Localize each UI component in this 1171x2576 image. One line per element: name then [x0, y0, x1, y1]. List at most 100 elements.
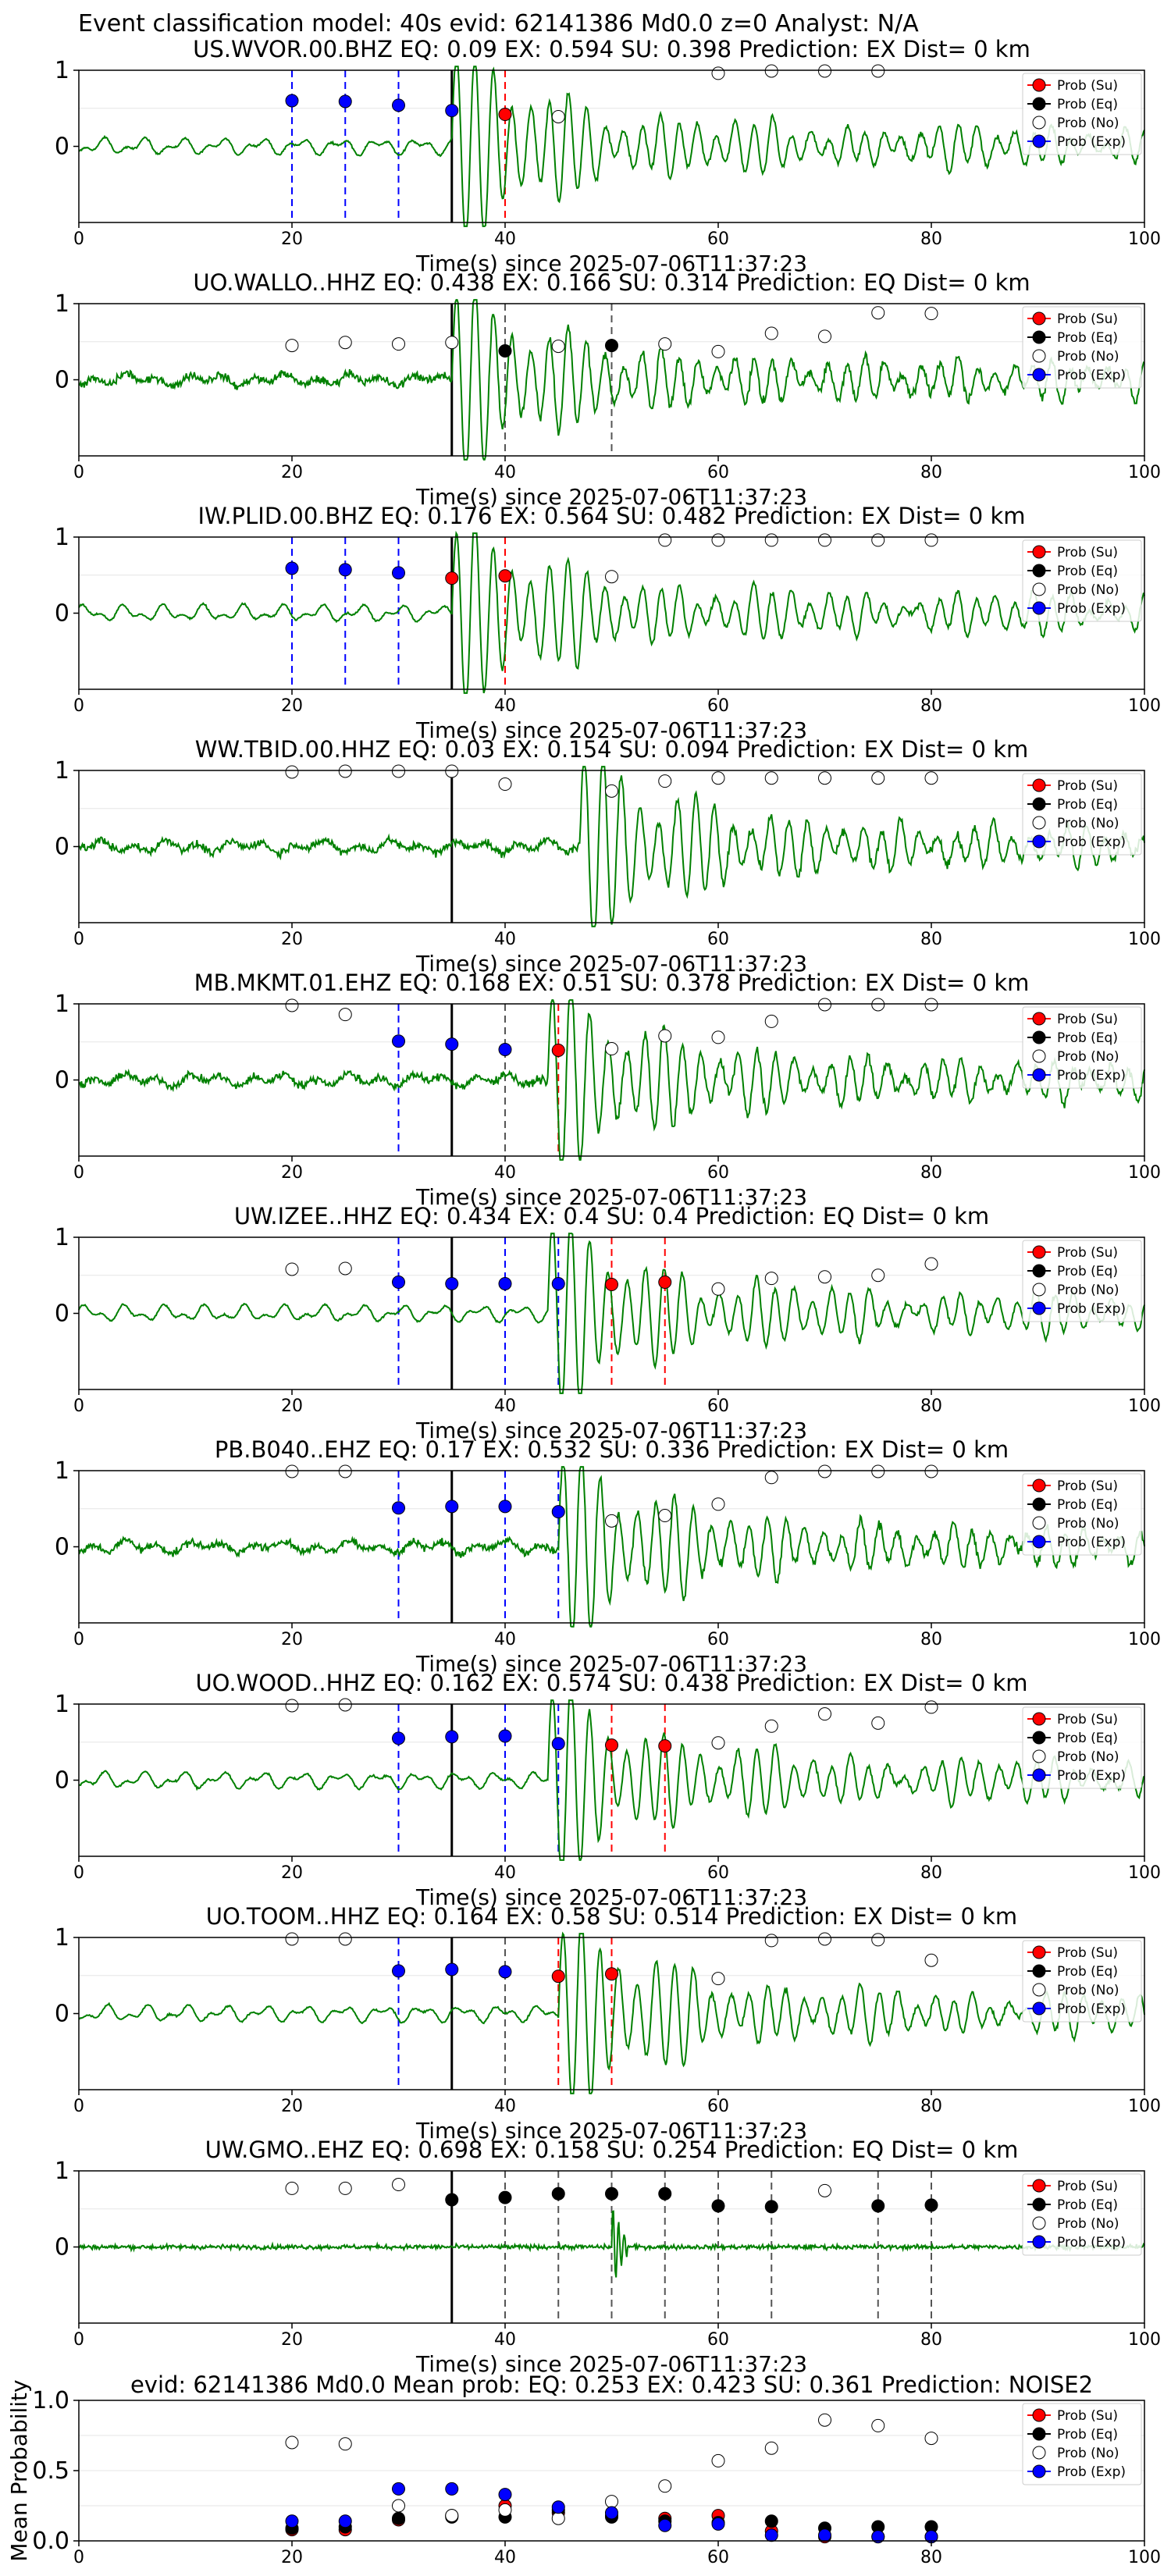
- legend-marker: [1032, 834, 1046, 849]
- prob-point-no: [711, 771, 725, 785]
- x-tick-label: 60: [707, 1163, 729, 1183]
- prob-point-no: [871, 1933, 885, 1947]
- prob-point-no: [658, 1509, 672, 1523]
- x-tick-label: 100: [1128, 1863, 1161, 1883]
- x-tick-label: 80: [920, 463, 942, 482]
- legend-label: Prob (No): [1057, 1983, 1119, 1998]
- panel-4: WW.TBID.00.HHZ EQ: 0.03 EX: 0.154 SU: 0.…: [55, 736, 1161, 977]
- x-tick-label: 80: [920, 1163, 942, 1183]
- prob-point-no: [285, 1699, 299, 1713]
- waveform-trace: [78, 1466, 1145, 1628]
- legend-label: Prob (No): [1057, 1749, 1119, 1765]
- x-tick-label: 100: [1128, 2330, 1161, 2350]
- panel-11: evid: 62141386 Md0.0 Mean prob: EQ: 0.25…: [6, 2371, 1161, 2567]
- prob-point-exp: [285, 561, 299, 575]
- legend-box: [1022, 773, 1142, 856]
- prob-point-su: [498, 108, 512, 122]
- prob-point-no: [605, 1042, 618, 1056]
- mean-prob-point-exp: [285, 2514, 299, 2528]
- mean-prob-point-no: [338, 2437, 352, 2451]
- mean-prob-point-exp: [871, 2530, 885, 2544]
- legend-marker: [1032, 2408, 1046, 2422]
- waveform-trace: [78, 2210, 1145, 2278]
- panel-title: UO.WALLO..HHZ EQ: 0.438 EX: 0.166 SU: 0.…: [193, 269, 1030, 296]
- prob-point-eq: [498, 2190, 512, 2204]
- legend-marker: [1032, 1245, 1046, 1259]
- prob-point-su: [498, 569, 512, 583]
- legend-label: Prob (Eq): [1057, 2427, 1118, 2443]
- x-tick-label: 80: [920, 1863, 942, 1883]
- legend-marker: [1032, 1030, 1046, 1044]
- panel-title: UW.GMO..EHZ EQ: 0.698 EX: 0.158 SU: 0.25…: [205, 2137, 1019, 2163]
- mean-prob-point-no: [285, 2435, 299, 2450]
- y-tick-label: 0: [55, 133, 69, 161]
- legend-label: Prob (Exp): [1057, 1535, 1126, 1550]
- prob-point-no: [338, 1464, 352, 1478]
- mean-prob-point-exp: [658, 2518, 672, 2532]
- prob-point-su: [445, 571, 459, 585]
- prob-point-exp: [392, 1276, 405, 1290]
- prob-point-no: [445, 336, 459, 350]
- legend-label: Prob (No): [1057, 2446, 1119, 2461]
- prob-point-no: [871, 1268, 885, 1283]
- legend-marker: [1032, 797, 1046, 811]
- prob-point-no: [871, 306, 885, 320]
- legend-marker: [1032, 1301, 1046, 1315]
- legend-marker: [1032, 116, 1046, 130]
- panel-7: PB.B040..EHZ EQ: 0.17 EX: 0.532 SU: 0.33…: [55, 1436, 1161, 1677]
- legend-marker: [1032, 1983, 1046, 1997]
- y-tick-label: 0: [55, 2001, 69, 2028]
- legend-box: [1022, 539, 1142, 622]
- panel-title: US.WVOR.00.BHZ EQ: 0.09 EX: 0.594 SU: 0.…: [193, 36, 1030, 62]
- legend-label: Prob (Su): [1057, 545, 1118, 560]
- prob-point-no: [285, 2181, 299, 2195]
- prob-point-no: [285, 1262, 299, 1276]
- legend-marker: [1032, 368, 1046, 382]
- prob-point-su: [551, 1969, 565, 1984]
- x-tick-label: 60: [707, 930, 729, 949]
- x-tick-label: 40: [494, 1630, 516, 1649]
- prob-point-eq: [764, 2200, 778, 2214]
- prob-point-no: [924, 1464, 938, 1478]
- legend-label: Prob (Eq): [1057, 797, 1118, 813]
- x-tick-label: 0: [73, 463, 84, 482]
- panel-9: UO.TOOM..HHZ EQ: 0.164 EX: 0.58 SU: 0.51…: [55, 1903, 1161, 2144]
- x-tick-label: 20: [281, 229, 303, 249]
- panel-title: UW.IZEE..HHZ EQ: 0.434 EX: 0.4 SU: 0.4 P…: [234, 1203, 989, 1229]
- x-tick-label: 40: [494, 2097, 516, 2116]
- legend-label: Prob (Eq): [1057, 1030, 1118, 1046]
- legend-label: Prob (Exp): [1057, 1768, 1126, 1784]
- mean-prob-point-eq: [764, 2514, 778, 2528]
- x-tick-label: 60: [707, 1630, 729, 1649]
- prob-point-no: [871, 1464, 885, 1478]
- prob-point-su: [605, 1738, 618, 1752]
- x-tick-label: 100: [1128, 229, 1161, 249]
- x-tick-label: 100: [1128, 2548, 1161, 2567]
- x-tick-label: 80: [920, 696, 942, 716]
- x-tick-label: 100: [1128, 1397, 1161, 1416]
- x-axis-label: Time(s) since 2025-07-06T11:37:23: [415, 1418, 807, 1443]
- prob-point-exp: [551, 1737, 565, 1751]
- prob-point-no: [551, 340, 565, 354]
- legend-marker: [1032, 349, 1046, 363]
- prob-point-no: [818, 771, 831, 785]
- prob-point-no: [764, 771, 778, 785]
- panels: US.WVOR.00.BHZ EQ: 0.09 EX: 0.594 SU: 0.…: [6, 36, 1161, 2567]
- y-tick-label: 1: [55, 991, 69, 1018]
- x-tick-label: 0: [73, 696, 84, 716]
- mean-prob-point-eq: [392, 2511, 405, 2525]
- legend-label: Prob (No): [1057, 816, 1119, 831]
- legend-marker: [1032, 1478, 1046, 1493]
- x-tick-label: 40: [494, 2548, 516, 2567]
- prob-point-no: [871, 533, 885, 547]
- mean-prob-point-no: [711, 2453, 725, 2467]
- mean-prob-point-exp: [764, 2528, 778, 2542]
- x-tick-label: 0: [73, 1863, 84, 1883]
- legend-label: Prob (No): [1057, 1516, 1119, 1532]
- legend-marker: [1032, 1264, 1046, 1278]
- legend-label: Prob (Su): [1057, 78, 1118, 94]
- x-tick-label: 20: [281, 1163, 303, 1183]
- mean-prob-point-exp: [392, 2482, 405, 2496]
- panel-10: UW.GMO..EHZ EQ: 0.698 EX: 0.158 SU: 0.25…: [55, 2137, 1161, 2377]
- x-tick-label: 80: [920, 2330, 942, 2350]
